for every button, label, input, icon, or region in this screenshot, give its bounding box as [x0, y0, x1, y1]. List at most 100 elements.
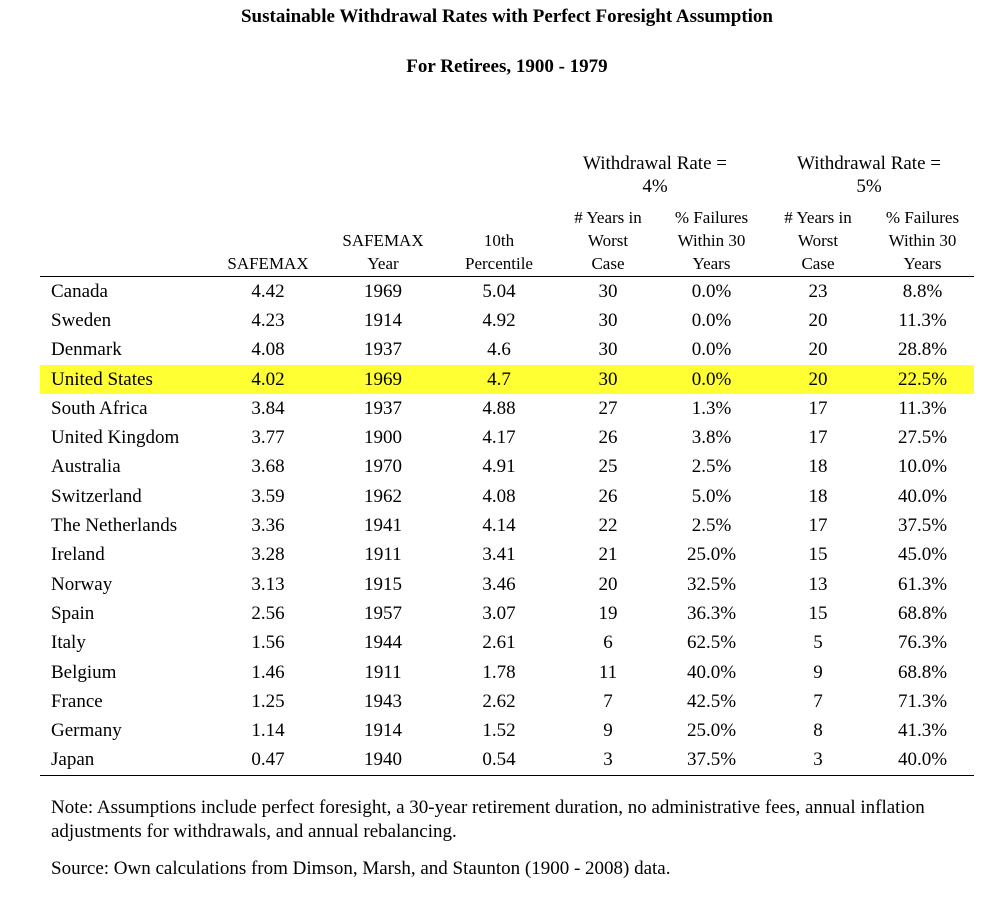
cell-10th-percentile: 4.92: [482, 309, 516, 331]
cell-safemax-year: 1915: [364, 573, 402, 595]
cell-years-worst-4: 30: [558, 364, 658, 395]
table-row: Ireland 3.28 1911 3.41 21 25.0% 15 45.0%: [40, 541, 974, 570]
page-title: Sustainable Withdrawal Rates with Perfec…: [240, 6, 774, 27]
cell-failures-5: 27.5%: [897, 427, 948, 449]
cell-years-worst-4: 30: [598, 339, 618, 361]
table-row: Italy 1.56 1944 2.61 6 62.5% 5 76.3%: [40, 629, 974, 658]
group-header-5-percent: Withdrawal Rate = 5%: [774, 152, 964, 198]
group-header-4-line2: 4%: [642, 176, 668, 197]
cell-years-worst-4: 6: [603, 632, 613, 654]
cell-safemax: 2.56: [251, 602, 285, 624]
table-row: Australia 3.68 1970 4.91 25 2.5% 18 10.0%: [40, 453, 974, 482]
cell-years-worst-5: 18: [808, 485, 828, 507]
cell-failures-5: 22.5%: [871, 364, 974, 395]
cell-years-worst-5: 5: [813, 632, 823, 654]
table-row: Spain 2.56 1957 3.07 19 36.3% 15 68.8%: [40, 599, 974, 628]
cell-failures-5: 45.0%: [897, 544, 948, 566]
cell-10th-percentile: 4.17: [482, 427, 516, 449]
cell-10th-percentile: 3.46: [482, 573, 516, 595]
cell-safemax-year: 1943: [364, 690, 402, 712]
cell-years-worst-4: 3: [558, 745, 658, 777]
cell-years-worst-5: 17: [808, 515, 828, 537]
cell-years-worst-5: 15: [808, 602, 828, 624]
cell-safemax: 3.84: [251, 397, 285, 419]
cell-years-worst-5: 20: [808, 339, 828, 361]
table-source: Source: Own calculations from Dimson, Ma…: [51, 858, 671, 879]
cell-failures-4: 2.5%: [691, 515, 732, 537]
cell-failures-5: 68.8%: [897, 661, 948, 683]
cell-years-worst-4: 11: [598, 661, 618, 683]
table-row: United Kingdom 3.77 1900 4.17 26 3.8% 17 27.5%: [40, 423, 974, 452]
cell-failures-4: 0.0%: [691, 309, 732, 331]
cell-failures-4: 25.0%: [686, 544, 737, 566]
cell-failures-4: 32.5%: [686, 573, 737, 595]
table-row: United States 4.02 1969 4.7 30 0.0% 20 22.5%: [40, 364, 974, 395]
page-subtitle: For Retirees, 1900 - 1979: [406, 56, 608, 77]
cell-safemax: 4.08: [251, 339, 285, 361]
cell-failures-4: 42.5%: [686, 690, 737, 712]
cell-safemax: 1.14: [251, 720, 285, 742]
cell-10th-percentile: 5.04: [482, 280, 516, 302]
cell-failures-5: 11.3%: [898, 309, 947, 331]
cell-failures-5: 37.5%: [897, 515, 948, 537]
group-header-4-percent: Withdrawal Rate = 4%: [560, 152, 750, 198]
cell-failures-4: 3.8%: [691, 427, 732, 449]
cell-years-worst-4: 7: [603, 690, 613, 712]
cell-safemax: 3.77: [251, 427, 285, 449]
cell-failures-5: 76.3%: [897, 632, 948, 654]
cell-10th-percentile: 0.54: [440, 745, 558, 777]
cell-failures-4: 25.0%: [686, 720, 737, 742]
cell-failures-4: 2.5%: [691, 456, 732, 478]
cell-years-worst-5: 18: [808, 456, 828, 478]
cell-10th-percentile: 2.61: [482, 632, 516, 654]
cell-safemax-year: 1937: [364, 397, 402, 419]
cell-years-worst-5: 9: [813, 661, 823, 683]
cell-country: Australia: [51, 456, 121, 478]
cell-failures-4: 62.5%: [686, 632, 737, 654]
table-row: Japan 0.47 1940 0.54 3 37.5% 3 40.0%: [40, 745, 974, 777]
cell-10th-percentile: 4.88: [482, 397, 516, 419]
group-header-4-line1: Withdrawal Rate =: [583, 153, 727, 174]
cell-years-worst-4: 21: [598, 544, 618, 566]
cell-safemax: 1.56: [251, 632, 285, 654]
table-row: Canada 4.42 1969 5.04 30 0.0% 23 8.8%: [40, 277, 974, 307]
cell-failures-5: 10.0%: [897, 456, 948, 478]
header-10th-percentile: 10th Percentile: [440, 206, 558, 277]
cell-10th-percentile: 4.7: [440, 364, 558, 395]
cell-years-worst-5: 17: [808, 427, 828, 449]
cell-country: Germany: [51, 720, 122, 742]
cell-years-worst-5: 20: [808, 309, 828, 331]
cell-years-worst-4: 22: [598, 515, 618, 537]
cell-safemax: 4.02: [210, 364, 326, 395]
cell-country: Spain: [51, 602, 95, 624]
cell-country: Japan: [40, 745, 210, 777]
cell-10th-percentile: 2.62: [482, 690, 516, 712]
group-header-5-line1: Withdrawal Rate =: [797, 153, 941, 174]
cell-failures-5: 41.3%: [897, 720, 948, 742]
cell-country: South Africa: [51, 397, 148, 419]
cell-years-worst-4: 27: [598, 397, 618, 419]
cell-country: United States: [40, 364, 210, 395]
table-row: France 1.25 1943 2.62 7 42.5% 7 71.3%: [40, 687, 974, 716]
cell-safemax: 4.42: [251, 280, 285, 302]
table-row: Sweden 4.23 1914 4.92 30 0.0% 20 11.3%: [40, 306, 974, 335]
cell-failures-4: 0.0%: [691, 339, 732, 361]
cell-failures-4: 40.0%: [686, 661, 737, 683]
header-failures-5: % Failures Within 30 Years: [871, 206, 974, 277]
cell-safemax-year: 1970: [364, 456, 402, 478]
cell-failures-4: 0.0%: [691, 280, 732, 302]
table-row: Germany 1.14 1914 1.52 9 25.0% 8 41.3%: [40, 716, 974, 745]
cell-safemax-year: 1941: [364, 515, 402, 537]
cell-safemax: 3.59: [251, 485, 285, 507]
cell-years-worst-4: 30: [598, 309, 618, 331]
cell-10th-percentile: 1.78: [482, 661, 516, 683]
cell-safemax-year: 1914: [364, 309, 402, 331]
header-safemax-year: SAFEMAX Year: [326, 206, 440, 277]
cell-failures-4: 5.0%: [691, 485, 732, 507]
table-row: The Netherlands 3.36 1941 4.14 22 2.5% 17 37.5%: [40, 511, 974, 540]
table-row: Switzerland 3.59 1962 4.08 26 5.0% 18 40.0%: [40, 482, 974, 511]
cell-safemax: 3.13: [251, 573, 285, 595]
cell-10th-percentile: 1.52: [482, 720, 516, 742]
cell-failures-4: 36.3%: [686, 602, 737, 624]
cell-country: Ireland: [51, 544, 105, 566]
